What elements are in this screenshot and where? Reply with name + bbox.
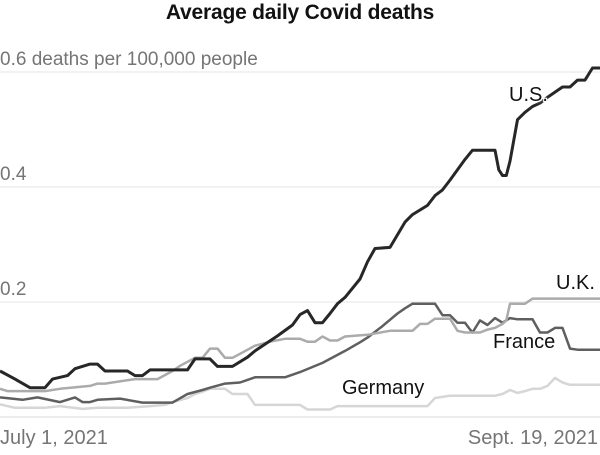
x-axis-end-label: Sept. 19, 2021 xyxy=(467,427,598,449)
france-line xyxy=(0,302,600,404)
series-label-uk: U.K. xyxy=(556,272,595,294)
germany-line xyxy=(0,376,600,411)
chart-title: Average daily Covid deaths xyxy=(165,1,435,24)
y-tick-label-0-2: 0.2 xyxy=(0,279,27,300)
x-axis-start-label: July 1, 2021 xyxy=(0,427,108,449)
us-line xyxy=(0,66,600,390)
uk-line xyxy=(0,297,600,393)
series-label-us: U.S. xyxy=(509,84,548,106)
y-tick-label-0-6: 0.6 deaths per 100,000 people xyxy=(0,49,258,70)
series-label-france: France xyxy=(493,331,556,353)
series-label-germany: Germany xyxy=(342,377,425,399)
y-tick-label-0-4: 0.4 xyxy=(0,164,27,185)
